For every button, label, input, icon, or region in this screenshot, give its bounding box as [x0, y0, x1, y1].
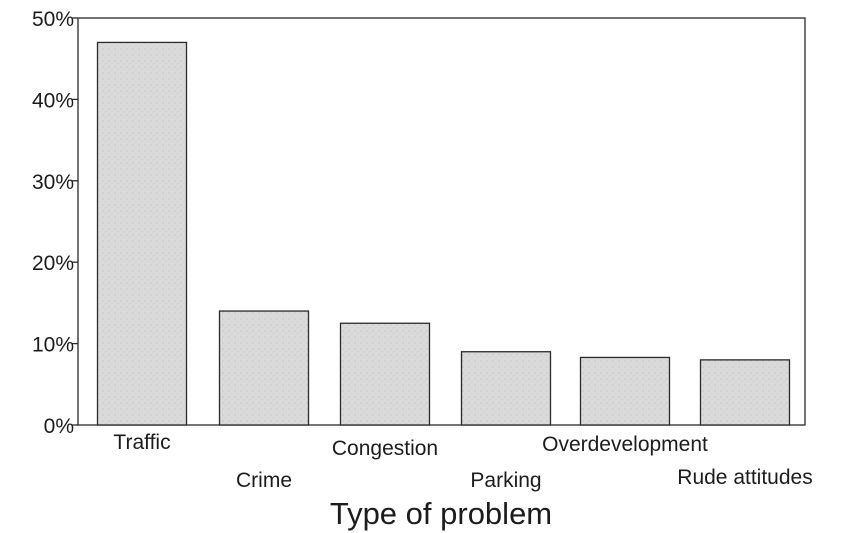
x-axis-category-labels: Traffic Crime Congestion ParkingOverdevelop…	[113, 431, 812, 492]
x-category-label: Parking	[470, 469, 541, 492]
y-tick-label: 0%	[44, 415, 74, 438]
x-category-label: Crime	[236, 469, 292, 492]
y-axis: 0% 10% 20% 30% 40% 50%	[32, 8, 78, 438]
x-category-label: Congestion	[332, 437, 438, 460]
y-tick-label: 40%	[32, 89, 74, 112]
x-category-label: Overdevelopment	[542, 433, 708, 456]
x-category-label: Rude attitudes	[677, 466, 812, 489]
bar-parking	[460, 351, 552, 426]
bars-group	[96, 41, 791, 426]
plot-frame	[77, 17, 806, 426]
bar-crime	[218, 310, 310, 426]
x-category-label: Traffic	[113, 431, 170, 454]
y-tick-label: 20%	[32, 252, 74, 275]
y-tick-label: 30%	[32, 171, 74, 194]
bar-rude-attitudes	[699, 359, 791, 426]
bar-congestion	[339, 322, 431, 426]
x-axis-title: Type of problem	[330, 496, 552, 531]
y-tick-label: 50%	[32, 8, 74, 31]
y-tick-label: 10%	[32, 334, 74, 357]
bar-overdevelopment	[579, 356, 671, 426]
bar-traffic	[96, 41, 188, 426]
